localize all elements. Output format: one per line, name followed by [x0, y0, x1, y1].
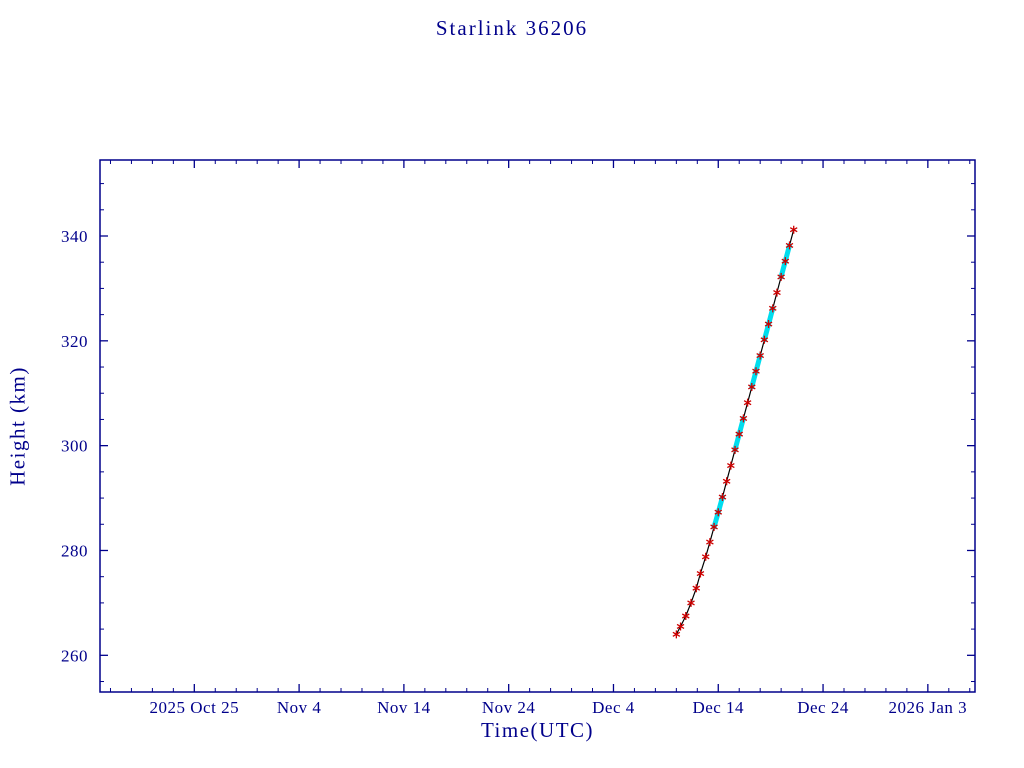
data-point-marker — [768, 304, 777, 313]
data-point-marker — [764, 320, 773, 329]
y-tick-label: 280 — [61, 541, 88, 560]
data-point-marker — [710, 522, 718, 531]
x-tick-label: Dec 24 — [797, 698, 849, 717]
data-point-marker — [676, 622, 685, 631]
chart-title: Starlink 36206 — [435, 16, 589, 40]
x-tick-label: Nov 14 — [377, 698, 431, 717]
data-point-marker — [789, 225, 798, 234]
x-tick-label: 2026 Jan 3 — [889, 698, 968, 717]
x-axis-title: Time(UTC) — [480, 718, 595, 742]
data-point-marker — [696, 569, 705, 578]
data-point-marker — [722, 477, 731, 486]
data-point-marker — [731, 445, 739, 454]
data-point-marker — [701, 552, 710, 561]
data-point-marker — [735, 430, 744, 439]
data-point-marker — [706, 538, 714, 547]
x-tick-label: Nov 24 — [482, 698, 536, 717]
y-tick-label: 320 — [61, 332, 88, 351]
data-point-marker — [672, 630, 681, 639]
x-tick-label: 2025 Oct 25 — [150, 698, 240, 717]
plot-frame — [99, 159, 976, 693]
data-point-marker — [739, 414, 748, 423]
data-point-marker — [743, 398, 752, 407]
data-point-marker — [785, 241, 794, 250]
y-tick-label: 300 — [61, 437, 88, 456]
data-point-marker — [714, 508, 723, 517]
data-point-marker — [756, 351, 765, 360]
data-point-marker — [727, 461, 735, 470]
x-tick-label: Dec 4 — [592, 698, 635, 717]
x-tick-label: Nov 4 — [277, 698, 322, 717]
data-point-marker — [681, 612, 690, 620]
data-point-marker — [687, 598, 695, 607]
data-point-marker — [777, 272, 785, 281]
y-tick-label: 340 — [61, 227, 88, 246]
data-point-marker — [752, 367, 760, 376]
x-tick-label: Dec 14 — [692, 698, 744, 717]
data-point-marker — [747, 382, 756, 391]
y-tick-label: 260 — [61, 646, 88, 665]
data-point-marker — [760, 335, 769, 344]
data-point-marker — [773, 288, 781, 297]
data-point-marker — [718, 493, 727, 502]
data-point-marker — [692, 584, 701, 593]
data-point-marker — [781, 257, 790, 266]
height-series-line — [675, 229, 795, 635]
